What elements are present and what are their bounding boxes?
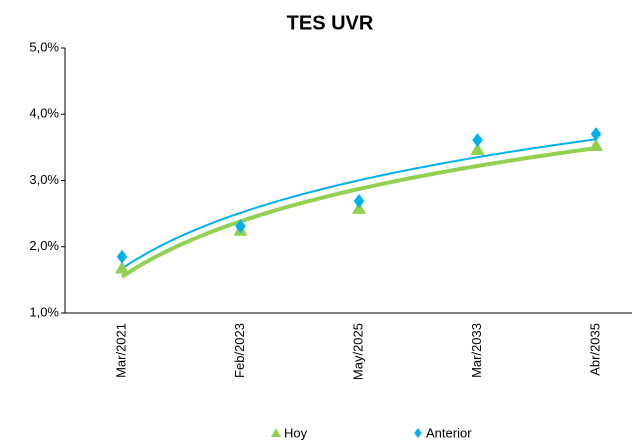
point xyxy=(590,127,602,142)
legend-marker xyxy=(414,428,422,438)
point xyxy=(589,138,603,151)
legend-label: Hoy xyxy=(284,425,308,440)
point xyxy=(472,133,483,148)
x-tick-label: Mar/2021 xyxy=(113,323,128,378)
y-tick-label: 3,0% xyxy=(29,172,59,187)
y-tick-label: 4,0% xyxy=(29,106,59,121)
x-tick-label: May/2025 xyxy=(350,323,365,380)
chart-title: TES UVR xyxy=(287,12,374,34)
point xyxy=(353,194,365,209)
x-tick-label: Mar/2033 xyxy=(469,323,484,378)
y-tick-label: 5,0% xyxy=(29,39,59,54)
legend-marker xyxy=(271,428,281,437)
trend-line xyxy=(121,138,597,270)
legend-label: Anterior xyxy=(426,425,472,440)
x-tick-label: Feb/2023 xyxy=(232,323,247,378)
y-tick-label: 1,0% xyxy=(29,304,59,319)
point xyxy=(470,142,485,155)
point xyxy=(235,219,246,234)
y-tick-label: 2,0% xyxy=(29,238,59,253)
point xyxy=(115,260,129,274)
trend-line xyxy=(120,146,597,279)
x-tick-label: Abr/2035 xyxy=(587,323,602,376)
point xyxy=(116,249,128,264)
